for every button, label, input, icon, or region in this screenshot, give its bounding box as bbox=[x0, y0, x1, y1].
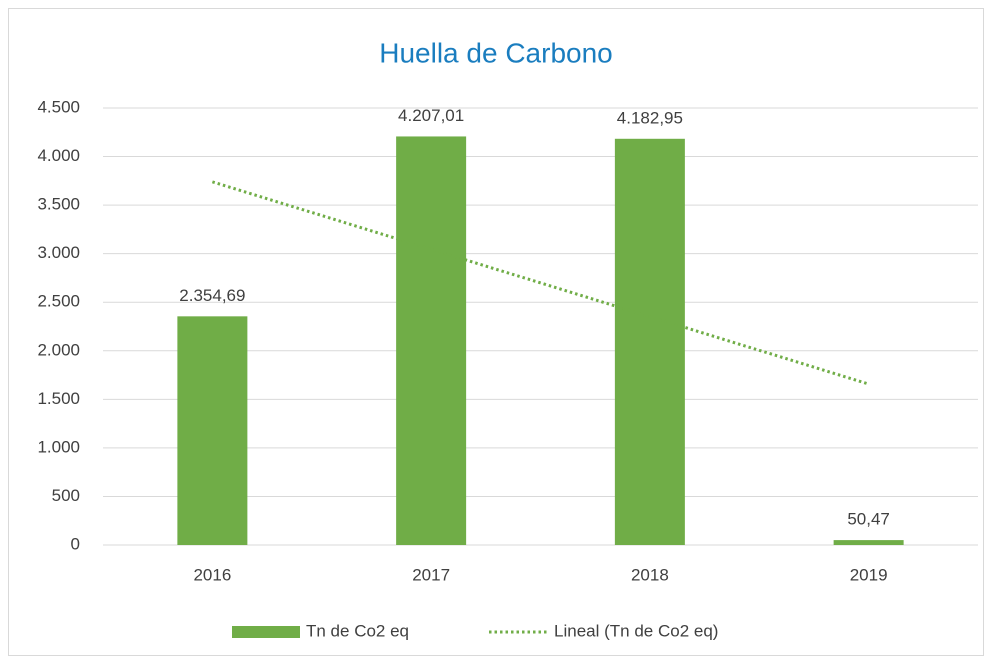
y-tick-label: 2.000 bbox=[37, 340, 80, 359]
y-tick-label: 0 bbox=[71, 534, 80, 553]
trend-line bbox=[211, 180, 870, 386]
x-tick-label: 2018 bbox=[631, 565, 669, 584]
bar bbox=[396, 136, 467, 546]
y-tick-label: 4.000 bbox=[37, 146, 80, 165]
y-tick-label: 1.000 bbox=[37, 437, 80, 456]
y-tick-label: 4.500 bbox=[37, 97, 80, 116]
data-label: 4.182,95 bbox=[617, 108, 683, 127]
bar bbox=[614, 138, 685, 546]
bar bbox=[833, 540, 904, 545]
bar bbox=[177, 316, 248, 545]
legend-label: Tn de Co2 eq bbox=[306, 621, 409, 640]
y-tick-label: 500 bbox=[52, 486, 80, 505]
data-label: 4.207,01 bbox=[398, 106, 464, 125]
legend-label: Lineal (Tn de Co2 eq) bbox=[554, 621, 718, 640]
x-tick-label: 2019 bbox=[850, 565, 888, 584]
x-tick-label: 2017 bbox=[412, 565, 450, 584]
legend-swatch bbox=[232, 626, 300, 638]
y-tick-label: 3.000 bbox=[37, 243, 80, 262]
x-tick-label: 2016 bbox=[193, 565, 231, 584]
chart-frame bbox=[8, 8, 984, 656]
data-label: 50,47 bbox=[847, 510, 890, 529]
y-tick-label: 1.500 bbox=[37, 389, 80, 408]
data-label: 2.354,69 bbox=[179, 286, 245, 305]
chart-title: Huella de Carbono bbox=[379, 37, 613, 68]
y-tick-label: 2.500 bbox=[37, 292, 80, 311]
y-tick-label: 3.500 bbox=[37, 195, 80, 214]
